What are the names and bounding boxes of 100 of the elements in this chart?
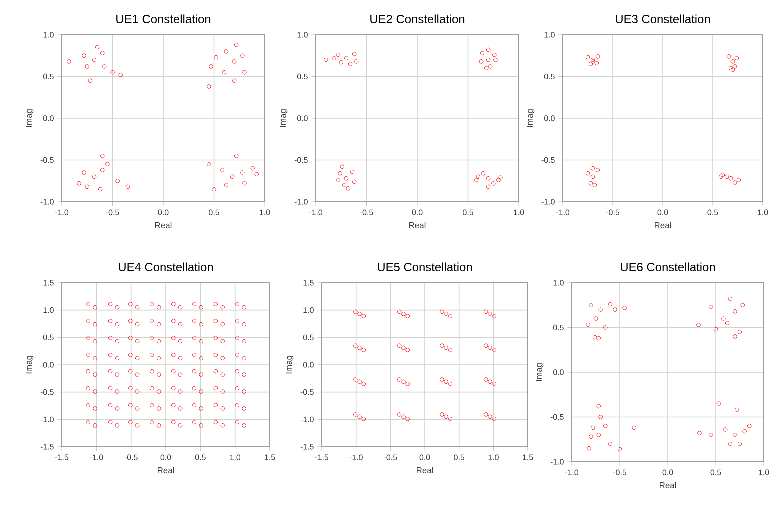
point — [406, 314, 410, 318]
point — [362, 382, 366, 386]
point — [340, 164, 345, 170]
point — [598, 415, 603, 420]
point — [496, 178, 501, 182]
point — [234, 154, 239, 158]
point — [734, 56, 740, 60]
point — [402, 380, 406, 384]
point — [596, 168, 600, 172]
point — [492, 314, 496, 318]
point — [444, 312, 448, 316]
point — [448, 382, 453, 386]
point — [709, 305, 714, 310]
point — [100, 154, 105, 158]
point — [716, 402, 722, 406]
point — [594, 61, 600, 66]
point — [250, 166, 255, 171]
point — [726, 54, 732, 59]
point — [344, 56, 349, 60]
y-axis-title: Imag — [536, 364, 544, 382]
point — [618, 447, 622, 452]
point — [106, 162, 110, 167]
point — [352, 180, 357, 184]
point — [324, 58, 328, 62]
point — [488, 312, 492, 316]
point — [66, 60, 72, 64]
point — [448, 348, 453, 352]
point — [725, 321, 730, 326]
point — [488, 414, 492, 420]
point — [354, 412, 358, 417]
point — [354, 378, 358, 382]
point — [732, 64, 738, 69]
point — [402, 312, 406, 316]
point — [362, 348, 366, 352]
point — [224, 50, 229, 54]
point — [214, 55, 218, 60]
y-axis-title: Imag — [26, 356, 34, 374]
point — [406, 382, 410, 386]
point — [586, 55, 590, 60]
point — [338, 171, 342, 176]
point — [484, 310, 488, 314]
point — [444, 380, 448, 384]
point — [397, 344, 402, 348]
point — [222, 70, 227, 75]
chart-title: UE5 Constellation — [378, 262, 472, 272]
point — [720, 173, 726, 178]
point — [488, 380, 492, 384]
point — [728, 296, 733, 302]
point — [590, 58, 596, 62]
point — [596, 404, 602, 409]
point — [591, 426, 596, 430]
point — [402, 414, 406, 420]
point — [588, 62, 594, 66]
point — [362, 314, 366, 318]
point — [492, 416, 496, 422]
point — [242, 181, 247, 186]
chart-title: UE3 Constellation — [616, 14, 710, 24]
point — [85, 64, 90, 69]
y-axis-title: Imag — [280, 110, 288, 128]
x-axis-title: Real — [158, 467, 174, 474]
point — [492, 382, 496, 386]
point — [480, 51, 485, 56]
point — [613, 308, 618, 312]
point — [88, 78, 93, 84]
point — [354, 310, 358, 314]
point — [498, 176, 503, 180]
point — [728, 442, 733, 446]
point — [589, 303, 594, 308]
point — [586, 171, 590, 176]
point — [336, 178, 340, 182]
point — [596, 336, 602, 341]
point — [486, 176, 491, 181]
point — [240, 170, 245, 175]
point — [348, 62, 353, 66]
point — [336, 52, 340, 58]
point — [698, 431, 702, 436]
point — [484, 344, 488, 348]
point — [397, 378, 402, 382]
x-axis-title: Real — [660, 482, 676, 488]
point — [488, 346, 492, 350]
point — [448, 416, 453, 422]
point — [350, 170, 355, 174]
point — [590, 174, 596, 180]
point — [608, 442, 613, 446]
point — [240, 54, 245, 58]
x-axis-title: Real — [416, 467, 434, 474]
point — [92, 174, 97, 180]
point — [354, 60, 359, 64]
point — [339, 60, 344, 65]
point — [346, 186, 351, 191]
point — [590, 60, 596, 64]
point — [224, 183, 229, 188]
point — [344, 176, 349, 181]
point — [448, 314, 453, 318]
point — [484, 412, 488, 417]
point — [354, 344, 358, 348]
chart-title: UE4 Constellation — [119, 262, 214, 272]
point — [402, 346, 406, 350]
point — [484, 66, 489, 71]
point — [587, 446, 592, 451]
